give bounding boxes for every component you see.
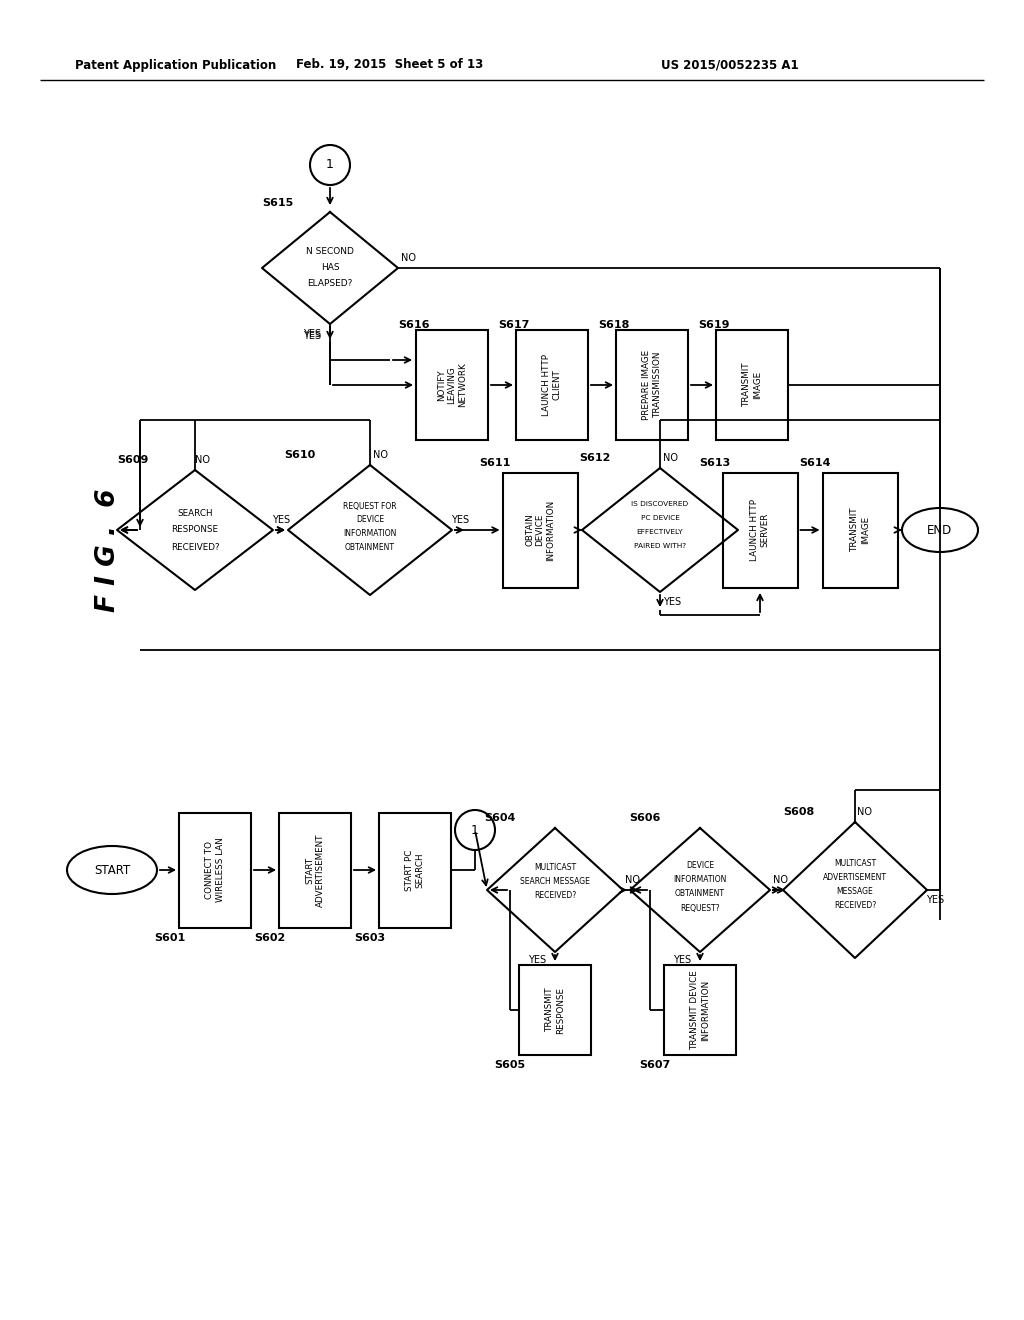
Text: START: START bbox=[94, 863, 130, 876]
Text: S617: S617 bbox=[499, 319, 529, 330]
Text: NO: NO bbox=[196, 455, 211, 465]
Bar bbox=[379, 813, 451, 928]
Text: TRANSMIT
RESPONSE: TRANSMIT RESPONSE bbox=[546, 986, 564, 1034]
Text: DEVICE: DEVICE bbox=[356, 516, 384, 524]
Text: MESSAGE: MESSAGE bbox=[837, 887, 873, 896]
Text: RECEIVED?: RECEIVED? bbox=[534, 891, 577, 900]
Text: YES: YES bbox=[451, 515, 469, 525]
Text: LAUNCH HTTP
CLIENT: LAUNCH HTTP CLIENT bbox=[543, 354, 562, 416]
Bar bbox=[416, 330, 488, 440]
Text: S616: S616 bbox=[398, 319, 430, 330]
Text: TRANSMIT DEVICE
INFORMATION: TRANSMIT DEVICE INFORMATION bbox=[690, 970, 710, 1049]
Text: YES: YES bbox=[303, 329, 322, 339]
Bar bbox=[723, 473, 798, 587]
Text: RECEIVED?: RECEIVED? bbox=[171, 543, 219, 552]
Text: NO: NO bbox=[663, 453, 678, 463]
Bar bbox=[616, 330, 688, 440]
Text: Feb. 19, 2015  Sheet 5 of 13: Feb. 19, 2015 Sheet 5 of 13 bbox=[296, 58, 483, 71]
Text: YES: YES bbox=[663, 597, 681, 607]
Text: LAUNCH HTTP
SERVER: LAUNCH HTTP SERVER bbox=[751, 499, 770, 561]
Text: S614: S614 bbox=[800, 458, 830, 469]
Bar bbox=[519, 965, 591, 1055]
Text: TRANSMIT
IMAGE: TRANSMIT IMAGE bbox=[850, 508, 869, 552]
Text: S605: S605 bbox=[495, 1060, 525, 1071]
Text: HAS: HAS bbox=[321, 264, 339, 272]
Text: OBTAINMENT: OBTAINMENT bbox=[345, 544, 395, 553]
Text: CONNECT TO
WIRELESS LAN: CONNECT TO WIRELESS LAN bbox=[205, 838, 224, 903]
Bar bbox=[664, 965, 736, 1055]
Text: PAIRED WITH?: PAIRED WITH? bbox=[634, 543, 686, 549]
Text: S613: S613 bbox=[699, 458, 731, 469]
Text: F I G .  6: F I G . 6 bbox=[95, 488, 121, 611]
Text: TRANSMIT
IMAGE: TRANSMIT IMAGE bbox=[742, 363, 762, 408]
Text: S604: S604 bbox=[484, 813, 516, 822]
Text: YES: YES bbox=[926, 895, 944, 906]
Text: EFFECTIVELY: EFFECTIVELY bbox=[637, 529, 683, 535]
Text: S612: S612 bbox=[580, 453, 610, 463]
Text: MULTICAST: MULTICAST bbox=[534, 863, 577, 873]
Text: NOTIFY
LEAVING
NETWORK: NOTIFY LEAVING NETWORK bbox=[437, 363, 467, 408]
Text: YES: YES bbox=[673, 954, 691, 965]
Bar bbox=[822, 473, 897, 587]
Text: DEVICE: DEVICE bbox=[686, 862, 714, 870]
Text: START
ADVERTISEMENT: START ADVERTISEMENT bbox=[305, 833, 325, 907]
Text: S601: S601 bbox=[155, 933, 185, 942]
Text: S618: S618 bbox=[598, 319, 630, 330]
Text: ADVERTISEMENT: ADVERTISEMENT bbox=[823, 874, 887, 883]
Text: 1: 1 bbox=[471, 824, 479, 837]
Text: OBTAIN
DEVICE
INFORMATION: OBTAIN DEVICE INFORMATION bbox=[525, 499, 555, 561]
Text: SEARCH: SEARCH bbox=[177, 508, 213, 517]
Text: NO: NO bbox=[772, 875, 787, 884]
Text: ELAPSED?: ELAPSED? bbox=[307, 280, 352, 289]
Bar bbox=[503, 473, 578, 587]
Text: S607: S607 bbox=[639, 1060, 671, 1071]
Text: YES: YES bbox=[303, 331, 322, 341]
Text: INFORMATION: INFORMATION bbox=[674, 875, 727, 884]
Text: US 2015/0052235 A1: US 2015/0052235 A1 bbox=[662, 58, 799, 71]
Bar bbox=[516, 330, 588, 440]
Text: S615: S615 bbox=[262, 198, 294, 209]
Text: NO: NO bbox=[373, 450, 387, 459]
Bar bbox=[716, 330, 788, 440]
Text: RESPONSE: RESPONSE bbox=[171, 525, 218, 535]
Text: S611: S611 bbox=[479, 458, 511, 469]
Text: S603: S603 bbox=[354, 933, 386, 942]
Text: NO: NO bbox=[626, 875, 640, 884]
Text: SEARCH MESSAGE: SEARCH MESSAGE bbox=[520, 878, 590, 887]
Text: N SECOND: N SECOND bbox=[306, 248, 354, 256]
Text: OBTAINMENT: OBTAINMENT bbox=[675, 890, 725, 899]
Text: S619: S619 bbox=[698, 319, 730, 330]
Text: Patent Application Publication: Patent Application Publication bbox=[75, 58, 276, 71]
Text: END: END bbox=[928, 524, 952, 536]
Text: NO: NO bbox=[400, 253, 416, 263]
Text: YES: YES bbox=[272, 515, 290, 525]
Text: 1: 1 bbox=[326, 158, 334, 172]
Text: NO: NO bbox=[857, 807, 872, 817]
Text: REQUEST FOR: REQUEST FOR bbox=[343, 502, 397, 511]
Text: IS DISCOVERED: IS DISCOVERED bbox=[632, 502, 688, 507]
Text: START PC
SEARCH: START PC SEARCH bbox=[406, 849, 425, 891]
Text: S610: S610 bbox=[285, 450, 315, 459]
Text: S606: S606 bbox=[630, 813, 660, 822]
Text: INFORMATION: INFORMATION bbox=[343, 529, 396, 539]
Bar bbox=[279, 813, 351, 928]
Text: MULTICAST: MULTICAST bbox=[834, 859, 877, 869]
Text: S608: S608 bbox=[783, 807, 815, 817]
Text: YES: YES bbox=[528, 954, 546, 965]
Text: PC DEVICE: PC DEVICE bbox=[641, 515, 680, 521]
Text: S609: S609 bbox=[118, 455, 148, 465]
Text: S602: S602 bbox=[254, 933, 286, 942]
Text: PREPARE IMAGE
TRANSMISSION: PREPARE IMAGE TRANSMISSION bbox=[642, 350, 662, 420]
Text: REQUEST?: REQUEST? bbox=[680, 903, 720, 912]
Text: RECEIVED?: RECEIVED? bbox=[834, 902, 877, 911]
Bar bbox=[179, 813, 251, 928]
